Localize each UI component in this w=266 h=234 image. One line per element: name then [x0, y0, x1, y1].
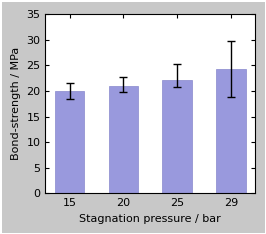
- Bar: [162, 80, 192, 193]
- Bar: [109, 86, 138, 193]
- X-axis label: Stagnation pressure / bar: Stagnation pressure / bar: [79, 214, 221, 224]
- Bar: [55, 91, 85, 193]
- Bar: [216, 69, 246, 193]
- Y-axis label: Bond-strength / MPa: Bond-strength / MPa: [11, 47, 21, 161]
